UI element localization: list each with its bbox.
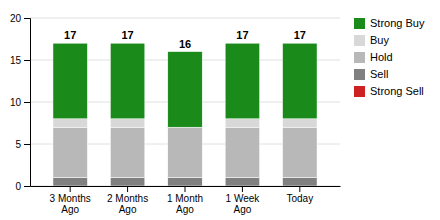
tick-label-line: Ago <box>234 204 252 215</box>
bar <box>283 119 317 127</box>
tick-mark <box>70 186 71 192</box>
tick-mark <box>185 186 186 192</box>
bar <box>225 119 259 127</box>
grid <box>30 18 340 186</box>
tick-label: Today <box>286 193 313 204</box>
bar <box>53 43 87 119</box>
bar <box>168 127 202 177</box>
legend-swatch <box>354 35 365 46</box>
grid-line <box>30 18 340 19</box>
legend-item: Sell <box>354 68 388 80</box>
tick-mark <box>24 144 30 145</box>
tick-label: 1 WeekAgo <box>226 193 261 215</box>
bar <box>225 127 259 177</box>
tick-label-line: 3 Months <box>50 193 91 204</box>
tick-mark <box>299 186 300 192</box>
legend-item: Strong Buy <box>354 17 425 29</box>
tick-label-line: Today <box>286 193 313 204</box>
tick: 0 <box>15 181 30 192</box>
tick-label-line: 1 Month <box>167 193 203 204</box>
tick-mark <box>24 60 30 61</box>
tick-label-line: 2 Months <box>107 193 148 204</box>
tick: 1 MonthAgo <box>167 186 203 215</box>
bar <box>110 127 144 177</box>
tick-mark <box>127 186 128 192</box>
tick: 15 <box>10 55 30 66</box>
bar <box>225 43 259 119</box>
legend-label: Hold <box>370 51 393 63</box>
y-axis: 0 5 10 15 20 <box>10 13 31 192</box>
bar <box>283 127 317 177</box>
tick-mark <box>242 186 243 192</box>
tick-mark <box>24 102 30 103</box>
bar <box>53 127 87 177</box>
bar <box>110 178 144 186</box>
total-label: 17 <box>294 29 306 41</box>
bar <box>283 43 317 119</box>
tick-label: 0 <box>15 181 21 192</box>
chart: 1717161717051015203 MonthsAgo2 MonthsAgo… <box>0 0 440 220</box>
legend-item: Strong Sell <box>354 85 424 97</box>
tick-mark <box>24 18 30 19</box>
bar <box>110 119 144 127</box>
tick: 2 MonthsAgo <box>107 186 148 215</box>
tick-label-line: Ago <box>176 204 194 215</box>
tick: 5 <box>15 139 30 150</box>
x-axis: 3 MonthsAgo2 MonthsAgo1 MonthAgo1 WeekAg… <box>31 186 341 215</box>
series <box>53 178 317 186</box>
tick: 20 <box>10 13 30 24</box>
tick: 3 MonthsAgo <box>50 186 91 215</box>
bars <box>53 43 317 186</box>
legend-label: Sell <box>370 68 388 80</box>
legend-label: Strong Sell <box>370 85 424 97</box>
legend-label: Strong Buy <box>370 17 425 29</box>
legend-swatch <box>354 52 365 63</box>
legend-swatch <box>354 86 365 97</box>
tick-label-line: Ago <box>119 204 137 215</box>
legend-swatch <box>354 18 365 29</box>
tick-label: 2 MonthsAgo <box>107 193 148 215</box>
bar <box>53 178 87 186</box>
tick-label: 5 <box>15 139 21 150</box>
tick-label-line: 1 Week <box>226 193 261 204</box>
legend: Strong Buy Buy Hold Sell Strong Sell <box>354 17 425 97</box>
bar <box>168 178 202 186</box>
tick-label: 20 <box>10 13 22 24</box>
total-label: 17 <box>236 29 248 41</box>
axis-line <box>24 19 31 187</box>
plot: 1717161717051015203 MonthsAgo2 MonthsAgo… <box>10 13 425 215</box>
tick-label-line: Ago <box>61 204 79 215</box>
legend-item: Hold <box>354 51 393 63</box>
tick-label: 15 <box>10 55 22 66</box>
tick-label: 1 MonthAgo <box>167 193 203 215</box>
total-label: 17 <box>121 29 133 41</box>
tick: 10 <box>10 97 30 108</box>
bar <box>168 52 202 128</box>
legend-swatch <box>354 69 365 80</box>
legend-item: Buy <box>354 34 389 46</box>
total-label: 16 <box>179 38 191 50</box>
series <box>53 43 317 127</box>
series <box>53 127 317 177</box>
total-labels: 17 17 16 17 17 <box>64 29 306 49</box>
bar <box>225 178 259 186</box>
tick-label: 10 <box>10 97 22 108</box>
bar <box>283 178 317 186</box>
bar <box>110 43 144 119</box>
legend-label: Buy <box>370 34 389 46</box>
tick: 1 WeekAgo <box>226 186 261 215</box>
tick-label: 3 MonthsAgo <box>50 193 91 215</box>
tick: Today <box>286 186 313 204</box>
total-label: 17 <box>64 29 76 41</box>
tick-mark <box>24 186 30 187</box>
bar <box>53 119 87 127</box>
